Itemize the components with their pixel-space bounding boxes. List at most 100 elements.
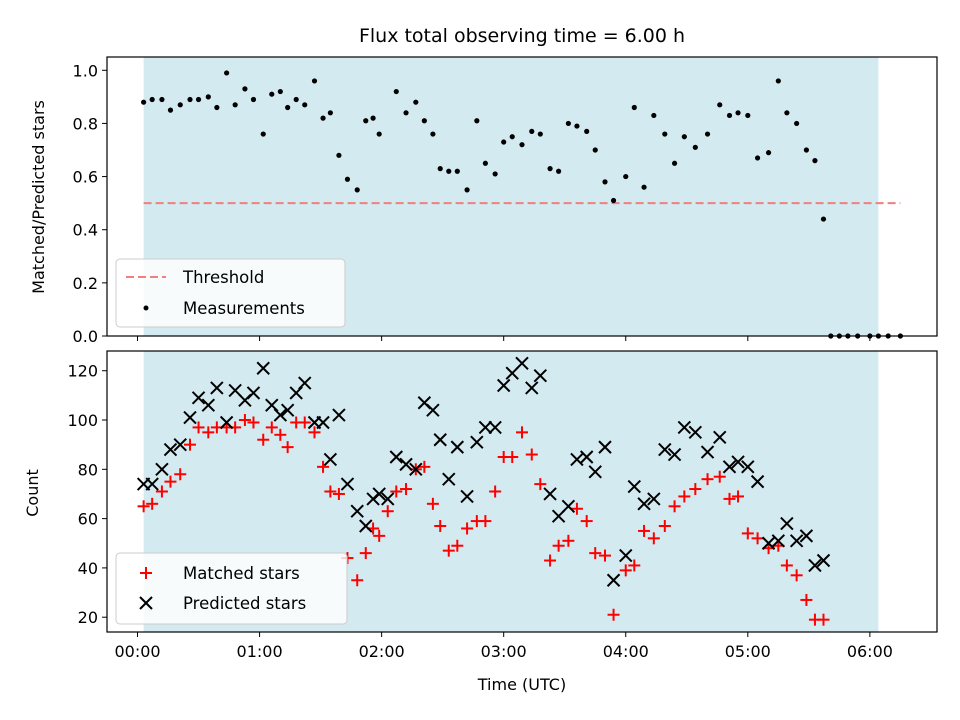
predicted-star-point (627, 479, 642, 494)
measurement-point (177, 102, 183, 108)
predicted-star-point (561, 499, 576, 513)
matched-star-point (713, 470, 726, 483)
matched-star-point (274, 428, 287, 441)
predicted-star-point (588, 465, 602, 479)
measurement-point (556, 168, 562, 174)
predicted-star-point (340, 477, 355, 491)
measurement-point (159, 96, 165, 103)
measurement-point (320, 115, 326, 121)
predicted-star-point (780, 516, 794, 531)
predicted-star-point (750, 474, 765, 489)
top-x-axis-ticks (137, 336, 871, 341)
predicted-star-point (450, 440, 465, 454)
bottom-x-tick-label: 01:00 (237, 642, 283, 661)
bottom-y-tick-label: 120 (67, 362, 98, 381)
matched-star-point (628, 559, 641, 572)
measurement-point (363, 118, 369, 124)
matched-star-point (552, 539, 565, 552)
matched-star-point (324, 485, 337, 498)
predicted-star-point (381, 492, 395, 506)
matched-star-point (281, 441, 294, 454)
matched-star-point (308, 426, 321, 439)
matched-star-point (619, 564, 632, 577)
matched-star-point (192, 421, 205, 434)
measurement-point (610, 197, 617, 204)
top-plot-frame (106, 56, 938, 337)
matched-star-point (658, 520, 671, 533)
top-y-tick-label: 1.0 (73, 61, 98, 80)
predicted-star-point (688, 425, 703, 440)
measurement-point (592, 147, 598, 153)
predicted-star-point (619, 548, 633, 563)
matched-star-point (174, 468, 187, 481)
predicted-star-point (543, 487, 557, 501)
predicted-star-point (579, 450, 594, 464)
predicted-star-point (399, 457, 413, 472)
predicted-star-point (799, 529, 814, 543)
measurement-point (775, 78, 781, 84)
matched-star-point (678, 490, 691, 503)
predicted-star-point (525, 381, 539, 395)
measurement-point (205, 94, 211, 100)
measurement-point (631, 104, 637, 111)
matched-star-point (723, 492, 736, 505)
predicted-star-point (273, 408, 288, 422)
measurement-point (754, 155, 761, 161)
predicted-star-point (598, 440, 612, 454)
predicted-star-point (191, 391, 206, 405)
measurement-point (293, 96, 299, 103)
matched-star-point (580, 515, 593, 528)
matched-star-point (418, 460, 431, 473)
matched-star-point (442, 544, 455, 557)
bottom-x-tick-label: 04:00 (603, 642, 649, 661)
measurement-point (187, 96, 193, 103)
measurement-point (370, 115, 376, 121)
predicted-star-point (677, 420, 692, 435)
predicted-star-point (741, 460, 755, 474)
matched-star-point (489, 485, 502, 498)
predicted-star-point (637, 497, 651, 511)
measurement-point (492, 171, 498, 177)
predicted-star-point (389, 450, 403, 464)
top-y-tick-label: 0.2 (73, 274, 98, 293)
bottom-plot-frame (106, 350, 938, 633)
measurement-point (421, 118, 427, 124)
matched-star-point (701, 473, 714, 486)
measurement-point (704, 131, 711, 137)
matched-star-point (525, 448, 538, 461)
legend-measurements-swatch (143, 305, 149, 311)
predicted-star-point (515, 356, 529, 371)
predicted-star-point (667, 447, 682, 462)
matched-star-point (434, 520, 447, 533)
measurement-point (803, 147, 809, 153)
predicted-star-point (246, 386, 261, 400)
bottom-y-axis-ticks: 20 40 60 80 100 120 (67, 362, 107, 627)
legend-threshold-label: Threshold (182, 268, 264, 287)
matched-star-point (390, 485, 403, 498)
matched-star-point (599, 549, 611, 562)
measurement-point (519, 142, 525, 148)
predicted-star-point (219, 415, 234, 430)
measurement-point (141, 99, 147, 105)
measurement-point (464, 187, 470, 193)
legend-matched-label: Matched stars (183, 564, 300, 583)
measurement-point (311, 78, 318, 84)
predicted-star-point (722, 460, 737, 474)
matched-star-point (817, 613, 830, 626)
predicted-stars-series (136, 356, 831, 587)
predicted-star-point (460, 489, 474, 504)
measurement-point (302, 102, 308, 108)
measurement-point (474, 118, 480, 124)
matched-star-point (668, 500, 681, 513)
predicted-star-point (808, 558, 822, 573)
bottom-y-tick-label: 80 (78, 460, 98, 479)
measurement-point (430, 131, 436, 137)
bottom-y-tick-label: 40 (78, 559, 98, 578)
measurement-point (149, 96, 155, 103)
predicted-star-point (771, 534, 786, 548)
matched-star-point (790, 569, 803, 582)
measurement-point (820, 216, 827, 222)
measurement-point (565, 120, 571, 127)
top-y-axis-label: Matched/Predicted stars (29, 100, 48, 294)
measurement-point (285, 104, 291, 111)
